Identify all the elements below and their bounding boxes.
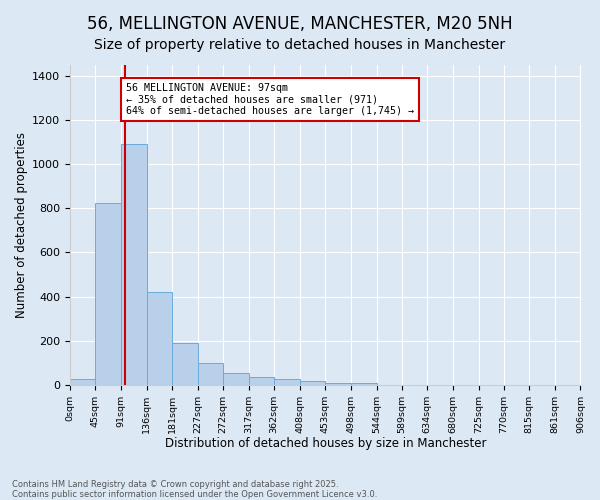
Bar xyxy=(248,377,274,384)
Bar xyxy=(325,382,350,384)
X-axis label: Distribution of detached houses by size in Manchester: Distribution of detached houses by size … xyxy=(164,437,486,450)
Text: Size of property relative to detached houses in Manchester: Size of property relative to detached ho… xyxy=(94,38,506,52)
Bar xyxy=(121,144,146,384)
Y-axis label: Number of detached properties: Number of detached properties xyxy=(15,132,28,318)
Bar xyxy=(146,292,172,384)
Text: 56, MELLINGTON AVENUE, MANCHESTER, M20 5NH: 56, MELLINGTON AVENUE, MANCHESTER, M20 5… xyxy=(87,15,513,33)
Bar xyxy=(70,379,95,384)
Bar xyxy=(198,362,223,384)
Text: Contains HM Land Registry data © Crown copyright and database right 2025.
Contai: Contains HM Land Registry data © Crown c… xyxy=(12,480,377,499)
Text: 56 MELLINGTON AVENUE: 97sqm
← 35% of detached houses are smaller (971)
64% of se: 56 MELLINGTON AVENUE: 97sqm ← 35% of det… xyxy=(127,82,415,116)
Bar xyxy=(300,382,325,384)
Bar xyxy=(223,372,248,384)
Bar xyxy=(172,343,198,384)
Bar xyxy=(95,203,121,384)
Bar xyxy=(350,383,377,384)
Bar xyxy=(274,379,300,384)
